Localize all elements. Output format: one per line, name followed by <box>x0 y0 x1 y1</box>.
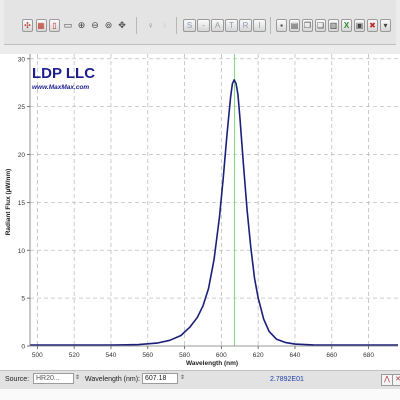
y-tick-label: 20 <box>18 152 26 159</box>
export-icon[interactable]: ▥ <box>328 19 339 32</box>
mode-button-dash[interactable]: - <box>197 19 210 32</box>
x-tick-label: 520 <box>69 352 80 359</box>
y-tick-label: 25 <box>18 104 26 111</box>
clipboard-icon[interactable]: ▣ <box>354 19 365 32</box>
mode-button-t[interactable]: T <box>225 19 238 32</box>
source-select[interactable]: HR20... <box>33 373 74 384</box>
y-tick-label: 0 <box>21 344 25 351</box>
zoom-box-icon[interactable]: ▭ <box>63 20 73 30</box>
save-icon[interactable]: ▪ <box>276 19 287 32</box>
y-tick-label: 30 <box>18 56 26 63</box>
x-tick-label: 540 <box>106 352 117 359</box>
toolbar-separator <box>136 17 137 34</box>
x-tick-label: 580 <box>179 352 190 359</box>
spectrum-plot[interactable]: 500 520 540 560 580 600 620 640 660 680 0 5 10 15 20 25… <box>0 54 400 370</box>
mode-button-i[interactable]: I <box>253 19 266 32</box>
x-tick-label: 620 <box>253 352 264 359</box>
reading-value: 2.7892E01 <box>270 376 304 383</box>
mode-button-s[interactable]: S <box>183 19 196 32</box>
spectrum-series-line <box>30 79 398 346</box>
delete-icon[interactable]: ✖ <box>367 19 378 32</box>
x-axis-label: Wavelength (nm) <box>186 360 238 367</box>
wavelength-label: Wavelength (nm): <box>85 376 140 383</box>
logo: LDP LLC www.MaxMax.com <box>32 65 95 91</box>
marker-pin-icon[interactable]: ♀ <box>147 21 154 30</box>
battery-icon[interactable]: ▯ <box>49 19 60 32</box>
plot-background <box>0 54 400 370</box>
x-tick-label: 560 <box>142 352 153 359</box>
source-label: Source: <box>5 376 30 383</box>
y-axis-label: Radiant Flux (µW/nm) <box>5 169 12 236</box>
x-tick-label: 680 <box>363 352 374 359</box>
grid-icon[interactable]: ▦ <box>35 19 47 32</box>
spectrum-chart[interactable]: 500 520 540 560 580 600 620 640 660 680 0 5 10 15 20 25… <box>0 54 400 370</box>
zoom-fit-icon[interactable]: ⊚ <box>104 20 113 30</box>
print-icon[interactable]: ▤ <box>289 19 300 32</box>
close-status-icon[interactable]: ✕ <box>392 374 400 386</box>
toolbar-separator <box>176 17 177 34</box>
x-tick-label: 640 <box>290 352 301 359</box>
excel-icon[interactable]: X <box>341 19 352 32</box>
x-tick-label: 660 <box>326 352 337 359</box>
mode-button-r[interactable]: R <box>239 19 252 32</box>
marker-pin-dim-icon[interactable]: ♀ <box>161 21 168 30</box>
toolbar-menu-dropdown[interactable]: ▾ <box>380 19 391 32</box>
zoom-in-icon[interactable]: ⊕ <box>77 20 86 30</box>
crosshair-icon[interactable]: ✣ <box>22 19 33 32</box>
y-tick-label: 5 <box>21 296 25 303</box>
zoom-out-icon[interactable]: ⊖ <box>91 20 99 30</box>
logo-title: LDP LLC <box>32 65 95 82</box>
toolbar-separator <box>270 17 271 34</box>
logo-url: www.MaxMax.com <box>32 84 89 91</box>
copy-icon[interactable]: ❐ <box>302 19 313 32</box>
x-tick-label: 600 <box>216 352 227 359</box>
y-tick-label: 15 <box>18 200 26 207</box>
x-tick-label: 500 <box>32 352 43 359</box>
wavelength-input[interactable]: 607.18 <box>142 373 178 384</box>
paste-icon[interactable]: ❏ <box>315 19 326 32</box>
y-tick-label: 10 <box>18 248 26 255</box>
source-spinner-icon[interactable]: ⇕ <box>75 375 81 381</box>
pan-icon[interactable]: ✥ <box>118 20 126 30</box>
wavelength-spinner-icon[interactable]: ⇕ <box>180 375 186 381</box>
mode-button-a[interactable]: A <box>211 19 224 32</box>
window-bottom <box>0 389 400 400</box>
status-bar: Source: HR20... ⇕ Wavelength (nm): 607.1… <box>0 370 400 389</box>
